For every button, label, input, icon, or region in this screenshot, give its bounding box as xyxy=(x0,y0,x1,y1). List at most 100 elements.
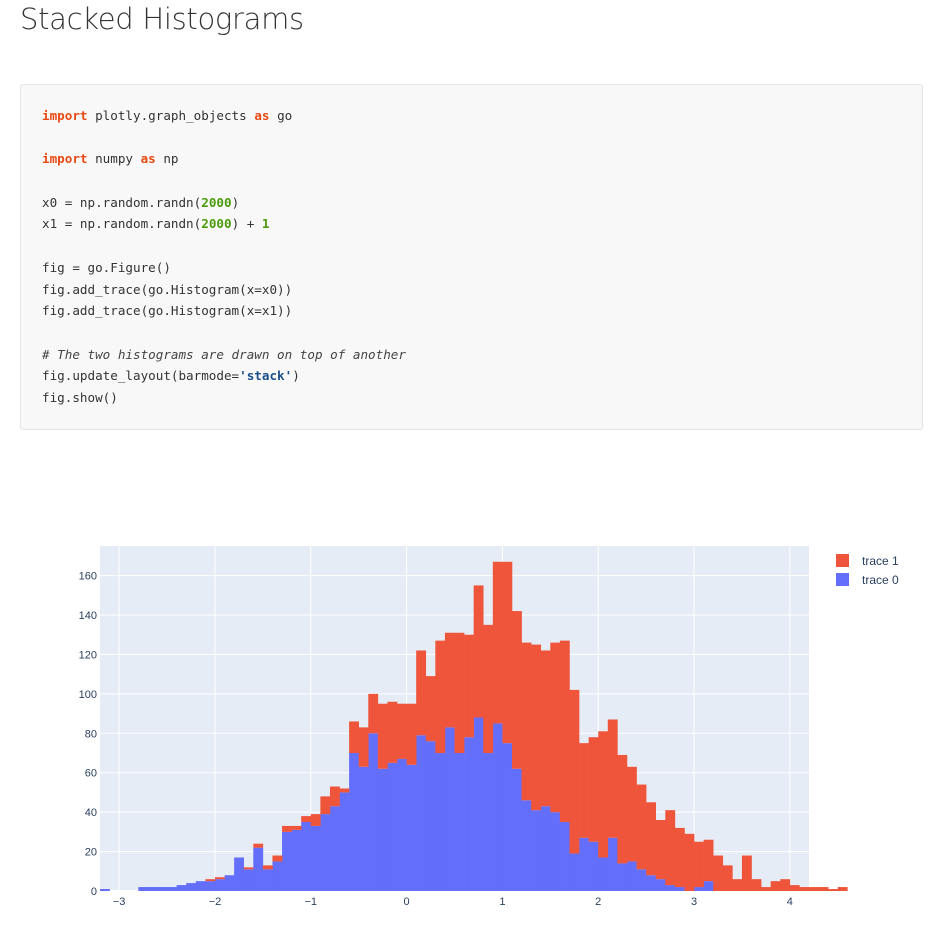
histogram-bar-trace-0[interactable] xyxy=(310,825,321,891)
histogram-bar-trace-0[interactable] xyxy=(674,887,685,891)
histogram-bar-trace-1[interactable] xyxy=(492,561,503,724)
histogram-bar-trace-1[interactable] xyxy=(789,885,800,891)
histogram-bar-trace-0[interactable] xyxy=(607,837,618,891)
histogram-bar-trace-1[interactable] xyxy=(780,879,791,891)
histogram-bar-trace-1[interactable] xyxy=(694,841,704,888)
histogram-bar-trace-1[interactable] xyxy=(531,644,542,811)
histogram-bar-trace-0[interactable] xyxy=(329,806,340,891)
histogram-bar-trace-0[interactable] xyxy=(665,885,676,891)
histogram-bar-trace-0[interactable] xyxy=(272,861,283,891)
histogram-bar-trace-0[interactable] xyxy=(387,762,398,891)
histogram-bar-trace-1[interactable] xyxy=(406,703,417,765)
histogram-bar-trace-1[interactable] xyxy=(205,879,216,882)
histogram-bar-trace-1[interactable] xyxy=(588,737,599,842)
histogram-bar-trace-0[interactable] xyxy=(559,822,570,891)
legend-item-trace-0[interactable]: trace 0 xyxy=(836,573,899,587)
histogram-bar-trace-0[interactable] xyxy=(339,792,350,891)
histogram-bar-trace-0[interactable] xyxy=(157,887,168,891)
histogram-bar-trace-0[interactable] xyxy=(195,881,206,891)
histogram-bar-trace-1[interactable] xyxy=(435,640,446,753)
histogram-bar-trace-1[interactable] xyxy=(320,796,331,815)
histogram-bar-trace-0[interactable] xyxy=(397,758,407,891)
histogram-bar-trace-0[interactable] xyxy=(406,764,417,891)
histogram-bar-trace-1[interactable] xyxy=(339,788,350,793)
histogram-bar-trace-1[interactable] xyxy=(540,650,551,807)
histogram-bar-trace-0[interactable] xyxy=(703,881,714,891)
histogram-bar-trace-1[interactable] xyxy=(837,887,848,891)
histogram-bar-trace-1[interactable] xyxy=(282,825,292,832)
histogram-bar-trace-1[interactable] xyxy=(291,825,302,830)
histogram-bar-trace-1[interactable] xyxy=(521,642,532,801)
histogram-bar-trace-0[interactable] xyxy=(100,889,110,891)
histogram-bar-trace-0[interactable] xyxy=(598,857,609,891)
histogram-bar-trace-0[interactable] xyxy=(473,717,484,891)
histogram-bar-trace-0[interactable] xyxy=(167,887,177,891)
histogram-bar-trace-1[interactable] xyxy=(579,743,589,838)
histogram-bar-trace-1[interactable] xyxy=(473,585,484,718)
histogram-bar-trace-1[interactable] xyxy=(674,827,685,888)
histogram-bar-trace-0[interactable] xyxy=(234,857,245,891)
histogram-bar-trace-1[interactable] xyxy=(569,689,580,854)
histogram-bar-trace-1[interactable] xyxy=(703,839,714,882)
histogram-bar-trace-1[interactable] xyxy=(684,833,695,891)
histogram-bar-trace-1[interactable] xyxy=(511,611,522,769)
code-block[interactable]: import plotly.graph_objects as go import … xyxy=(20,84,923,430)
stacked-histogram-chart[interactable]: 0 20 40 60 80 100 120 140 160 −3 −2 −1 0 1 2 3 4 trace … xyxy=(0,530,942,923)
histogram-bar-trace-1[interactable] xyxy=(416,650,427,736)
histogram-bar-trace-0[interactable] xyxy=(368,733,379,891)
histogram-bar-trace-1[interactable] xyxy=(483,624,494,753)
histogram-bar-trace-1[interactable] xyxy=(761,887,771,891)
histogram-bar-trace-0[interactable] xyxy=(425,741,436,891)
histogram-bar-trace-1[interactable] xyxy=(243,867,254,870)
histogram-bar-trace-0[interactable] xyxy=(262,869,273,891)
histogram-bar-trace-1[interactable] xyxy=(732,879,743,891)
histogram-bar-trace-1[interactable] xyxy=(262,865,273,870)
histogram-bar-trace-1[interactable] xyxy=(828,889,839,891)
histogram-bar-trace-1[interactable] xyxy=(665,810,676,886)
legend-item-trace-1[interactable]: trace 1 xyxy=(836,554,899,568)
histogram-bar-trace-1[interactable] xyxy=(502,561,513,744)
histogram-bar-trace-0[interactable] xyxy=(224,875,235,891)
histogram-bar-trace-1[interactable] xyxy=(253,843,264,848)
histogram-bar-trace-1[interactable] xyxy=(358,727,369,767)
histogram-bar-trace-1[interactable] xyxy=(444,632,455,728)
histogram-bar-trace-1[interactable] xyxy=(598,731,609,858)
histogram-bar-trace-1[interactable] xyxy=(550,642,561,813)
histogram-bar-trace-0[interactable] xyxy=(282,831,292,891)
histogram-bar-trace-1[interactable] xyxy=(809,887,819,891)
histogram-bar-trace-1[interactable] xyxy=(368,693,379,734)
histogram-bar-trace-1[interactable] xyxy=(626,766,637,862)
histogram-bar-trace-0[interactable] xyxy=(617,863,628,891)
histogram-bar-trace-1[interactable] xyxy=(377,703,388,769)
histogram-bar-trace-1[interactable] xyxy=(646,802,657,876)
histogram-bar-trace-0[interactable] xyxy=(138,887,149,891)
histogram-bar-trace-1[interactable] xyxy=(617,754,628,864)
legend[interactable]: trace 1 trace 0 xyxy=(836,554,899,587)
histogram-bar-trace-1[interactable] xyxy=(818,887,829,891)
histogram-bar-trace-0[interactable] xyxy=(579,837,589,891)
histogram-bar-trace-1[interactable] xyxy=(272,855,283,862)
histogram-bar-trace-0[interactable] xyxy=(301,822,312,891)
histogram-bar-trace-1[interactable] xyxy=(559,640,570,822)
histogram-bar-trace-1[interactable] xyxy=(636,784,647,870)
chart-svg[interactable]: 0 20 40 60 80 100 120 140 160 −3 −2 −1 0 1 2 3 4 trace … xyxy=(0,530,942,923)
histogram-bar-trace-0[interactable] xyxy=(444,727,455,891)
histogram-bar-trace-1[interactable] xyxy=(329,786,340,807)
histogram-bar-trace-1[interactable] xyxy=(770,881,781,891)
histogram-bar-trace-1[interactable] xyxy=(349,721,359,753)
histogram-bar-trace-0[interactable] xyxy=(243,869,254,891)
histogram-bar-trace-1[interactable] xyxy=(464,634,474,738)
histogram-bar-trace-1[interactable] xyxy=(387,701,398,763)
histogram-bar-trace-0[interactable] xyxy=(205,881,216,891)
histogram-bar-trace-0[interactable] xyxy=(435,753,446,891)
histogram-bar-trace-0[interactable] xyxy=(214,879,225,891)
histogram-bar-trace-0[interactable] xyxy=(626,861,637,891)
histogram-bar-trace-0[interactable] xyxy=(694,887,704,891)
histogram-bar-trace-1[interactable] xyxy=(454,632,465,753)
histogram-bar-trace-0[interactable] xyxy=(521,800,532,891)
histogram-bar-trace-0[interactable] xyxy=(646,875,657,891)
histogram-bar-trace-0[interactable] xyxy=(483,753,494,891)
histogram-bar-trace-1[interactable] xyxy=(722,865,733,891)
histogram-bar-trace-1[interactable] xyxy=(751,879,762,891)
histogram-bar-trace-0[interactable] xyxy=(540,806,551,891)
